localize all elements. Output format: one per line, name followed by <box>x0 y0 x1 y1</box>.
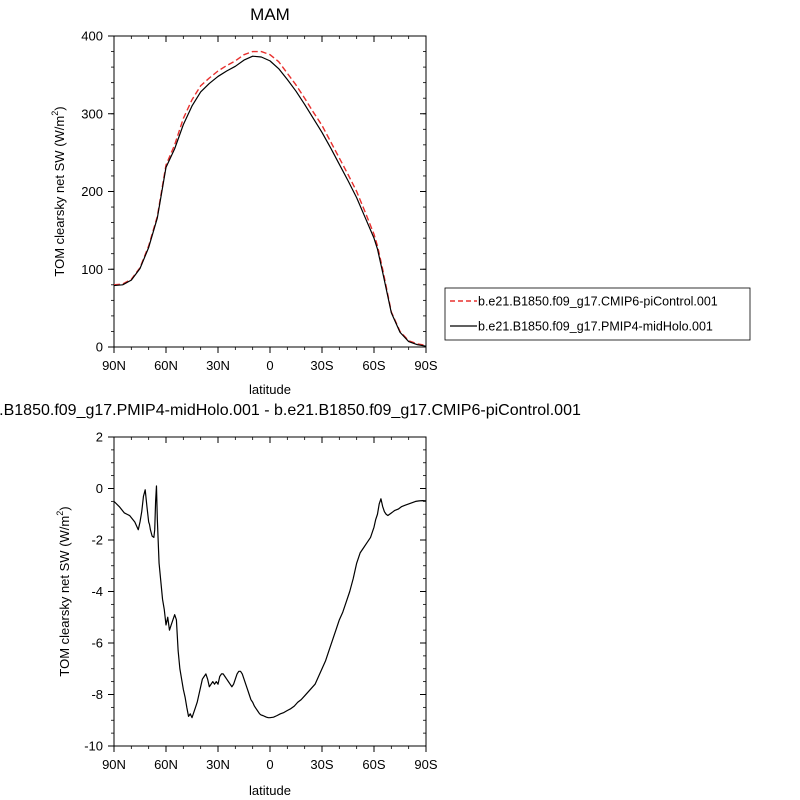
bottom-panel: b.e21.B1850.f09_g17.PMIP4-midHolo.001 - … <box>0 402 581 798</box>
y-tick-label: -10 <box>84 739 103 754</box>
bottom-y-axis-label: TOM clearsky net SW (W/m2) <box>55 506 72 676</box>
x-tick-label: 60S <box>362 757 385 772</box>
x-tick-label: 60N <box>154 757 178 772</box>
y-tick-label: -4 <box>91 584 103 599</box>
y-tick-label: -8 <box>91 687 103 702</box>
bottom-y-axis-label-main: TOM clearsky net SW (W/m <box>57 516 72 677</box>
bottom-plot-frame <box>113 436 427 747</box>
y-tick-label: 400 <box>81 29 103 44</box>
top-series-lines <box>113 50 427 347</box>
top-panel-title: MAM <box>250 5 290 24</box>
x-tick-label: 60N <box>154 358 178 373</box>
bottom-axis-ticks <box>108 436 427 752</box>
x-tick-label: 0 <box>266 358 273 373</box>
bottom-series-lines <box>113 485 427 719</box>
top-plot-frame <box>113 35 427 348</box>
x-tick-label: 30N <box>206 757 230 772</box>
legend-entry-picontrol: b.e21.B1850.f09_g17.CMIP6-piControl.001 <box>478 295 718 309</box>
series-line-2 <box>113 55 427 347</box>
y-tick-label: 2 <box>96 430 103 445</box>
top-panel: MAM 90N 60N 30N 0 30S 60S 90S 0 100 200 300 400 la… <box>50 5 751 397</box>
top-x-axis-label: latitude <box>249 382 291 397</box>
x-tick-label: 30N <box>206 358 230 373</box>
series-line-1 <box>113 485 427 719</box>
top-y-axis-label-main: TOM clearsky net SW (W/m <box>52 116 67 277</box>
x-tick-label: 30S <box>310 358 333 373</box>
bottom-x-tick-labels: 90N 60N 30N 0 30S 60S 90S <box>102 757 438 772</box>
y-tick-label: 0 <box>96 481 103 496</box>
bottom-panel-title: b.e21.B1850.f09_g17.PMIP4-midHolo.001 - … <box>0 402 581 419</box>
top-y-axis-label-sup: 2 <box>50 111 60 116</box>
x-tick-label: 60S <box>362 358 385 373</box>
top-axis-ticks <box>108 35 427 353</box>
top-y-axis-label: TOM clearsky net SW (W/m2) <box>50 106 67 276</box>
y-tick-label: -6 <box>91 636 103 651</box>
x-tick-label: 90N <box>102 757 126 772</box>
x-tick-label: 90N <box>102 358 126 373</box>
bottom-y-tick-labels: -10 -8 -6 -4 -2 0 2 <box>84 430 103 754</box>
top-y-tick-labels: 0 100 200 300 400 <box>81 29 103 355</box>
legend-entry-midholo: b.e21.B1850.f09_g17.PMIP4-midHolo.001 <box>478 320 713 334</box>
bottom-x-axis-label: latitude <box>249 783 291 798</box>
x-tick-label: 90S <box>414 757 437 772</box>
legend-box <box>444 287 751 341</box>
x-tick-label: 30S <box>310 757 333 772</box>
top-y-axis-label-close: ) <box>52 106 67 110</box>
y-tick-label: 300 <box>81 106 103 121</box>
x-tick-label: 0 <box>266 757 273 772</box>
legend: b.e21.B1850.f09_g17.CMIP6-piControl.001 … <box>444 287 751 341</box>
y-tick-label: 0 <box>96 340 103 355</box>
top-x-tick-labels: 90N 60N 30N 0 30S 60S 90S <box>102 358 438 373</box>
y-tick-label: 100 <box>81 262 103 277</box>
bottom-y-axis-label-sup: 2 <box>55 511 65 516</box>
y-tick-label: -2 <box>91 533 103 548</box>
y-tick-label: 200 <box>81 184 103 199</box>
series-line-1 <box>113 50 427 347</box>
x-tick-label: 90S <box>414 358 437 373</box>
bottom-y-axis-label-close: ) <box>57 506 72 510</box>
